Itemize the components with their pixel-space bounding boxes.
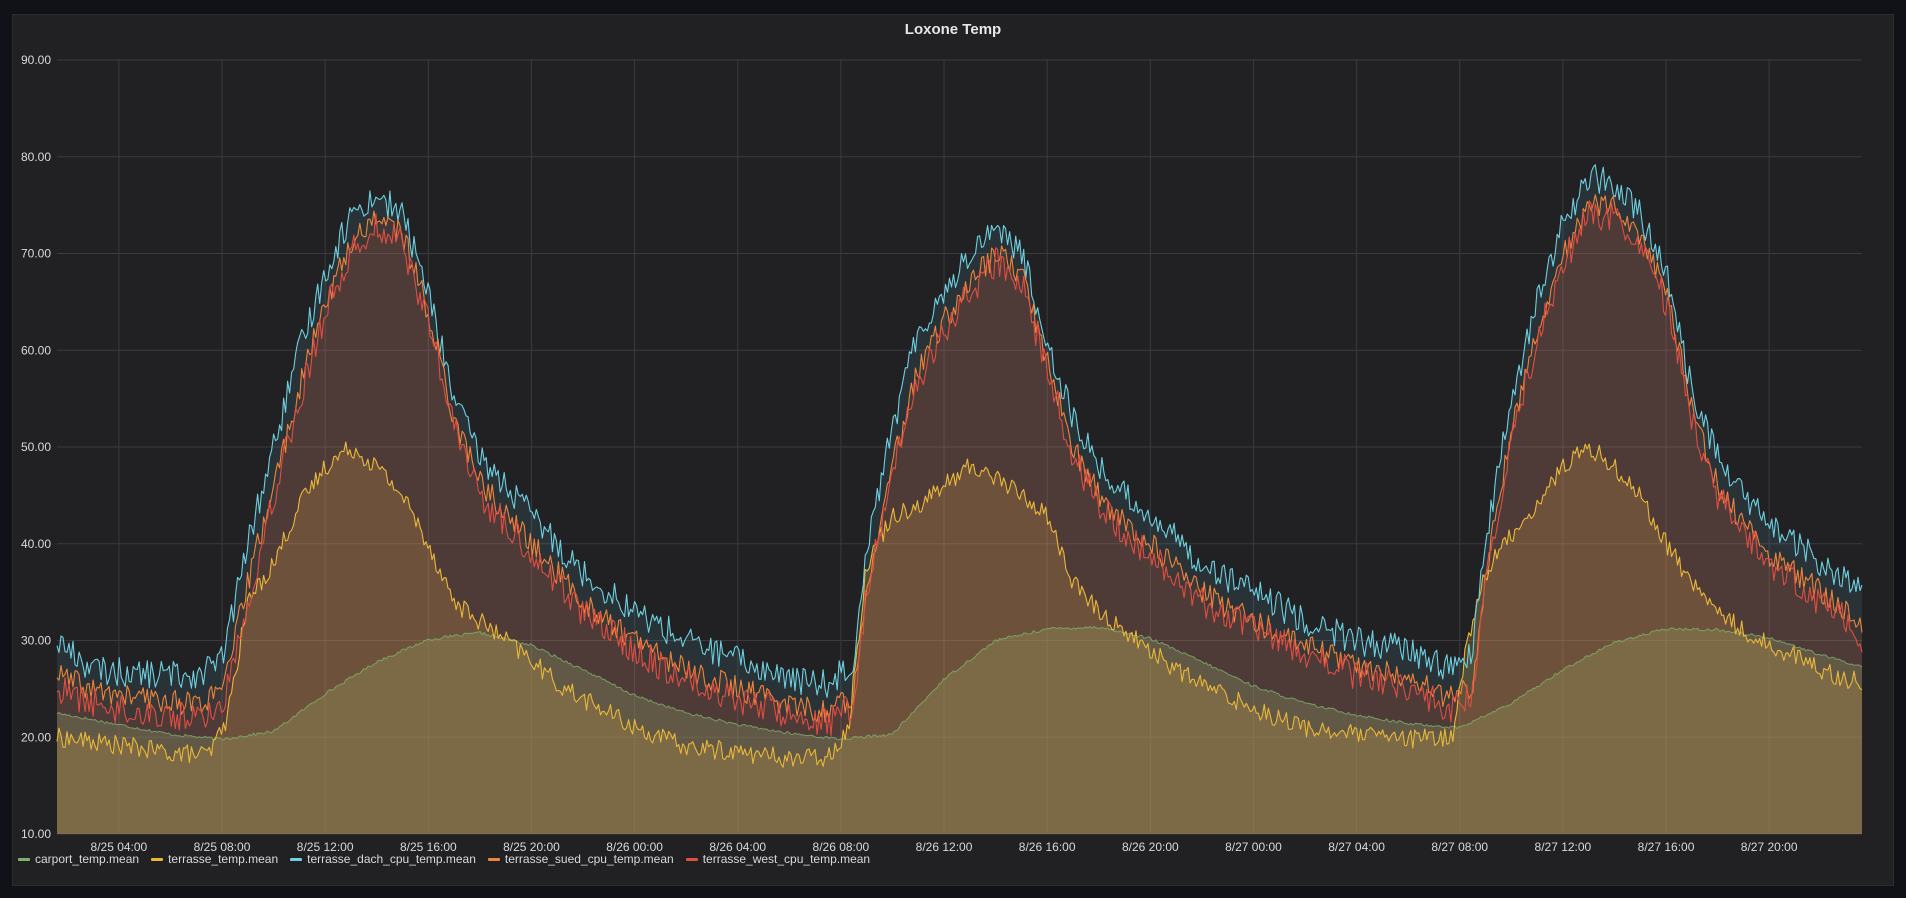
legend-swatch-terrasse — [151, 857, 164, 861]
legend-swatch-terrasse-dach-cpu — [290, 857, 303, 861]
series-carport-area — [57, 626, 1862, 834]
series-carport-line — [56, 625, 1863, 741]
legend-swatch-carport — [18, 857, 30, 861]
y-tick-label: 90.00 — [21, 53, 51, 67]
legend-item-carport[interactable]: carport_temp.mean — [18, 852, 139, 866]
legend-label-terrasse-west-cpu: terrasse_west_cpu_temp.mean — [702, 852, 871, 866]
series-terrasse-area — [57, 442, 1862, 834]
y-tick-label: 30.00 — [21, 634, 51, 648]
legend-label-terrasse-sued-cpu: terrasse_sued_cpu_temp.mean — [504, 852, 674, 866]
x-tick-label: 8/25 04:00 — [91, 840, 148, 854]
legend-item-terrasse-dach-cpu[interactable]: terrasse_dach_cpu_temp.mean — [290, 852, 476, 866]
series-terrasse-dach-cpu-area — [57, 164, 1862, 834]
legend-label-terrasse: terrasse_temp.mean — [168, 852, 279, 866]
series-terrasse-sued-cpu-area — [57, 194, 1862, 835]
x-tick-label: 8/27 08:00 — [1431, 840, 1488, 854]
y-tick-label: 70.00 — [21, 247, 51, 261]
legend-label-carport: carport_temp.mean — [35, 852, 140, 866]
series-terrasse-west-cpu-line — [56, 200, 1863, 737]
x-tick-label: 8/26 12:00 — [916, 840, 973, 854]
legend-item-terrasse-sued-cpu[interactable]: terrasse_sued_cpu_temp.mean — [487, 852, 674, 866]
y-tick-label: 40.00 — [21, 537, 51, 551]
x-tick-label: 8/25 16:00 — [400, 840, 457, 854]
x-tick-label: 8/27 20:00 — [1741, 840, 1798, 854]
legend-swatch-terrasse-west-cpu — [685, 857, 698, 861]
y-axis: 10.00 20.00 30.00 40.00 50.00 60.00 70.00 80.00… — [21, 53, 51, 841]
x-tick-label: 8/27 16:00 — [1638, 840, 1695, 854]
x-tick-label: 8/25 12:00 — [297, 840, 354, 854]
x-tick-label: 8/26 16:00 — [1019, 840, 1076, 854]
legend-item-terrasse-west-cpu[interactable]: terrasse_west_cpu_temp.mean — [685, 852, 871, 866]
x-tick-label: 8/27 12:00 — [1535, 840, 1592, 854]
x-tick-label: 8/27 04:00 — [1328, 840, 1385, 854]
series-terrasse-sued-cpu-line — [56, 194, 1863, 723]
x-tick-label: 8/25 08:00 — [194, 840, 251, 854]
x-tick-label: 8/25 20:00 — [503, 840, 560, 854]
series-fills — [57, 164, 1862, 835]
x-tick-label: 8/26 00:00 — [606, 840, 663, 854]
x-tick-label: 8/26 04:00 — [709, 840, 766, 854]
y-tick-label: 20.00 — [21, 730, 51, 744]
series-terrasse-line — [56, 441, 1863, 768]
series-terrasse-west-cpu-area — [57, 200, 1862, 835]
x-tick-label: 8/26 08:00 — [813, 840, 870, 854]
y-tick-label: 80.00 — [21, 150, 51, 164]
legend: carport_temp.mean terrasse_temp.mean ter… — [18, 852, 870, 866]
series-lines — [56, 164, 1863, 768]
chart-grid — [57, 59, 1862, 835]
legend-item-terrasse[interactable]: terrasse_temp.mean — [151, 852, 278, 866]
legend-swatch-terrasse-sued-cpu — [487, 857, 500, 861]
x-tick-label: 8/27 00:00 — [1225, 840, 1282, 854]
series-terrasse-dach-cpu-line — [56, 164, 1863, 698]
y-tick-label: 10.00 — [21, 827, 51, 841]
legend-label-terrasse-dach-cpu: terrasse_dach_cpu_temp.mean — [307, 852, 476, 866]
y-tick-label: 50.00 — [21, 440, 51, 454]
x-tick-label: 8/26 20:00 — [1122, 840, 1179, 854]
y-tick-label: 60.00 — [21, 343, 51, 357]
panel-title[interactable]: Loxone Temp — [904, 21, 1002, 38]
x-axis: 8/25 04:00 8/25 08:00 8/25 12:00 8/25 16:00… — [91, 840, 1798, 854]
